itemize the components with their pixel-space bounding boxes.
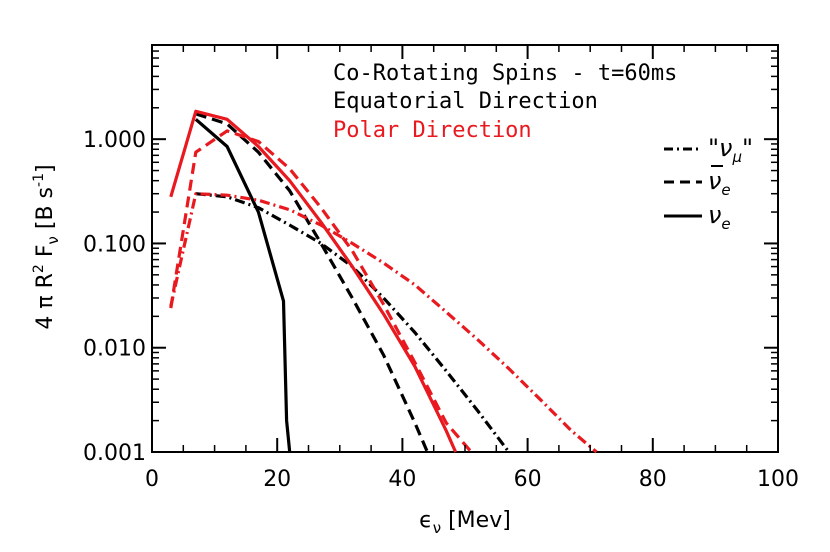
annotation-title: Co-Rotating Spins - t=60ms bbox=[333, 61, 677, 86]
legend-label-nubar-e: νe bbox=[708, 167, 731, 199]
y-tick-label: 1.000 bbox=[83, 128, 146, 153]
x-tick-label: 40 bbox=[388, 467, 416, 492]
legend-entry-nu-mu: "νμ" bbox=[664, 134, 753, 166]
x-tick-label: 100 bbox=[757, 467, 799, 492]
legend-label-nu-mu: "νμ" bbox=[708, 134, 753, 166]
annotation-equatorial: Equatorial Direction bbox=[333, 89, 598, 114]
x-tick-label: 20 bbox=[263, 467, 291, 492]
x-tick-label: 60 bbox=[514, 467, 542, 492]
axes-layer: 0 20 40 60 80 100 0.001 0.010 0.100 1.000 bbox=[83, 44, 799, 492]
y-tick-label: 0.001 bbox=[83, 441, 146, 466]
series-equatorial-nu-e bbox=[194, 118, 292, 453]
series-equatorial-nu-mu bbox=[195, 192, 511, 453]
annotation-polar: Polar Direction bbox=[333, 118, 532, 143]
series-polar-nu-mu bbox=[169, 192, 598, 454]
legend: "νμ" νe νe bbox=[664, 134, 753, 233]
series-polar-nu-e bbox=[169, 109, 458, 453]
legend-entry-nu-e: νe bbox=[664, 201, 731, 233]
y-tick-label: 0.010 bbox=[83, 337, 146, 362]
series-equatorial-nubar-e bbox=[195, 112, 429, 453]
x-tick-label: 0 bbox=[145, 467, 159, 492]
series-polar-nubar-e bbox=[169, 129, 473, 454]
x-tick-label: 80 bbox=[639, 467, 667, 492]
series-layer bbox=[169, 109, 598, 454]
y-tick-label: 0.100 bbox=[83, 232, 146, 257]
y-axis-title: 4 π R2 Fν [B s-1] bbox=[31, 164, 62, 329]
legend-label-nu-e: νe bbox=[708, 201, 731, 233]
legend-entry-nubar-e: νe bbox=[664, 165, 731, 199]
x-axis-title: ϵν [Mev] bbox=[419, 508, 511, 537]
